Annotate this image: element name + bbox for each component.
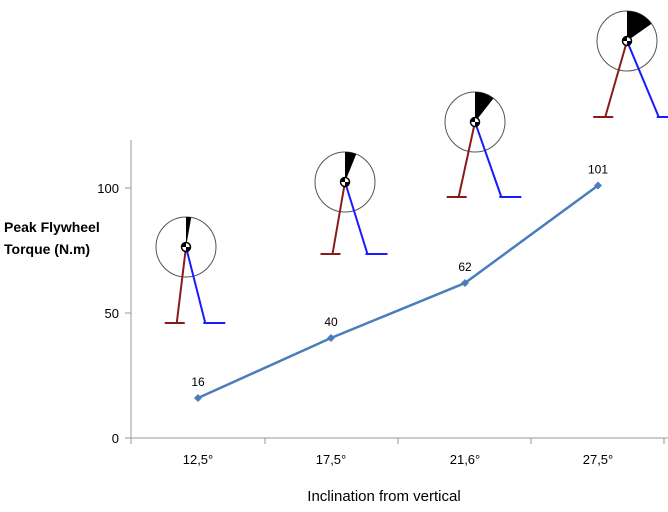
x-tick-label: 17,5° — [316, 452, 347, 467]
flywheel-diagram — [156, 217, 225, 323]
y-axis-label-line2: Torque (N.m) — [4, 238, 154, 260]
flywheel-diagram — [593, 11, 668, 117]
data-label: 62 — [458, 260, 472, 274]
data-label: 40 — [324, 315, 338, 329]
flywheel-diagram — [315, 152, 387, 254]
data-point — [327, 334, 335, 342]
data-label: 101 — [588, 163, 608, 177]
series-line — [198, 186, 598, 399]
flywheel-diagram — [445, 92, 521, 197]
x-axis-label: Inclination from vertical — [307, 488, 460, 505]
data-labels: 16 40 62 101 — [191, 163, 608, 390]
y-tick-label: 50 — [105, 306, 119, 321]
y-axis-label: Peak Flywheel Torque (N.m) — [4, 216, 154, 260]
data-label: 16 — [191, 375, 205, 389]
axes: 0 50 100 12,5° 17,5° 21,6° 27,5° — [97, 140, 668, 467]
x-axis-label-wrap: Inclination from vertical — [0, 488, 668, 505]
y-tick-label: 100 — [97, 181, 119, 196]
data-point — [194, 394, 202, 402]
y-axis-label-line1: Peak Flywheel — [4, 216, 154, 238]
x-tick-label: 21,6° — [450, 452, 481, 467]
y-tick-label: 0 — [112, 431, 119, 446]
x-tick-label: 27,5° — [583, 452, 614, 467]
series-line-group — [194, 182, 602, 403]
x-tick-label: 12,5° — [183, 452, 214, 467]
